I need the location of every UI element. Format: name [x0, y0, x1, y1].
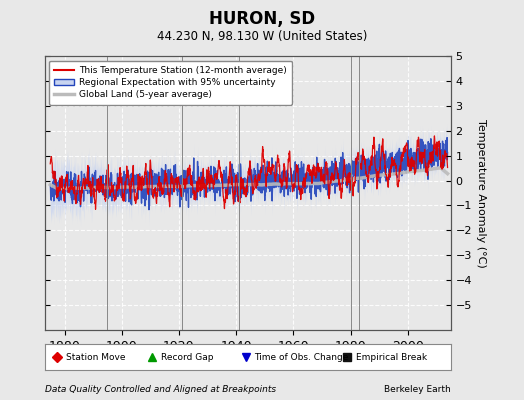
Text: Record Gap: Record Gap [161, 352, 214, 362]
Text: HURON, SD: HURON, SD [209, 10, 315, 28]
Text: Berkeley Earth: Berkeley Earth [384, 386, 451, 394]
Text: 44.230 N, 98.130 W (United States): 44.230 N, 98.130 W (United States) [157, 30, 367, 43]
Y-axis label: Temperature Anomaly (°C): Temperature Anomaly (°C) [476, 119, 486, 267]
Text: Data Quality Controlled and Aligned at Breakpoints: Data Quality Controlled and Aligned at B… [45, 386, 276, 394]
Legend: This Temperature Station (12-month average), Regional Expectation with 95% uncer: This Temperature Station (12-month avera… [49, 60, 292, 105]
Text: Station Move: Station Move [66, 352, 125, 362]
Text: Empirical Break: Empirical Break [356, 352, 427, 362]
Text: Time of Obs. Change: Time of Obs. Change [255, 352, 349, 362]
